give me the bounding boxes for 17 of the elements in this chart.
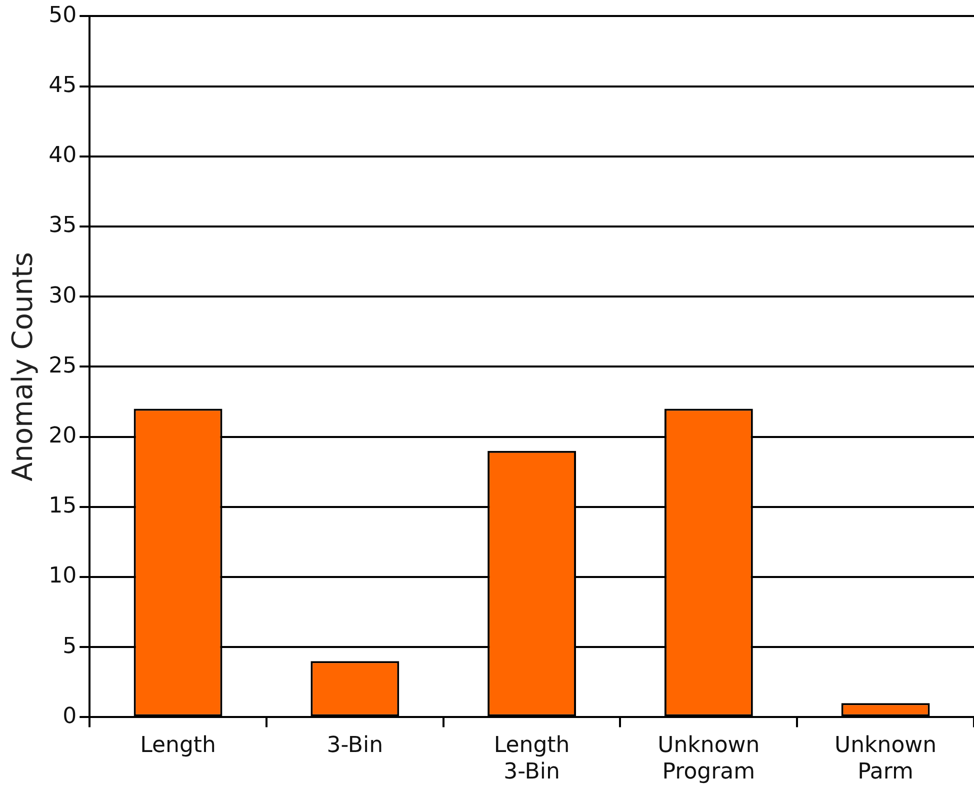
y-tick-label: 30 [48, 283, 77, 308]
y-tick-label: 40 [48, 143, 77, 168]
y-tick-label: 45 [48, 73, 77, 98]
x-tick-label: 3-Bin [326, 733, 384, 758]
x-tick-label: Length 3-Bin [494, 733, 570, 785]
y-tick-label: 25 [48, 353, 77, 378]
y-tick-label: 5 [62, 634, 77, 659]
y-tick-label: 50 [48, 2, 77, 28]
x-tick-label: Unknown Program [658, 733, 760, 785]
y-tick-label: 15 [48, 494, 77, 519]
y-axis-title: Anomaly Counts [6, 252, 40, 482]
y-tick-label: 20 [48, 424, 77, 449]
x-tick-label: Unknown Parm [834, 733, 937, 785]
y-tick-label: 10 [48, 564, 77, 589]
x-tick-label: Length [140, 733, 216, 758]
y-tick-label: 0 [62, 704, 77, 729]
y-tick-label: 35 [48, 213, 77, 238]
